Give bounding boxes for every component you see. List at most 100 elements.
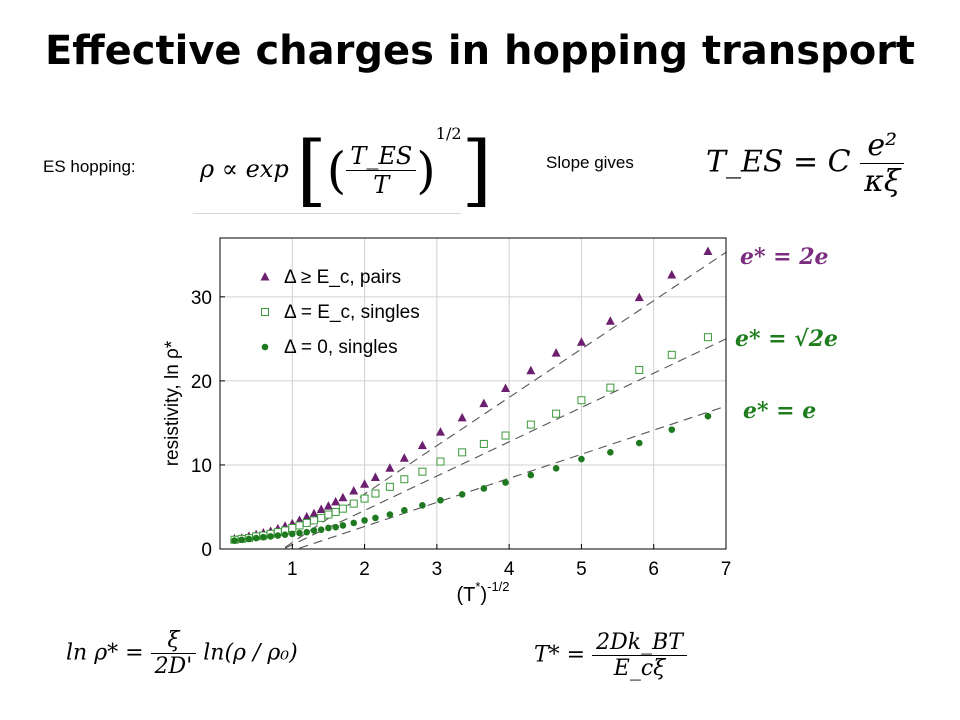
data-point-series-3: [317, 526, 325, 533]
data-point-series-2: [360, 494, 369, 503]
data-point-series-2: [295, 521, 304, 530]
data-point-series-2: [400, 475, 409, 484]
ln-rho-rhs: ln(ρ / ρ₀): [203, 640, 298, 666]
annotation-sqrt2: e* = √2e: [735, 326, 839, 352]
es-numerator: T_ES: [346, 142, 417, 171]
data-point-series-2: [349, 499, 358, 508]
data-point-series-3: [480, 485, 488, 492]
data-point-series-1: [323, 501, 333, 510]
legend-marker-1: [260, 272, 270, 281]
data-point-series-1: [349, 486, 359, 495]
x-tick-label: 3: [432, 559, 443, 580]
data-point-series-2: [385, 482, 394, 491]
es-exponent: 1/2: [435, 124, 462, 143]
page-title: Effective charges in hopping transport: [44, 28, 916, 74]
left-bracket: [: [296, 125, 327, 216]
data-point-series-3: [260, 533, 267, 541]
data-point-series-1: [576, 337, 586, 346]
data-point-series-3: [274, 532, 282, 539]
data-point-series-2: [526, 420, 535, 429]
data-point-series-2: [331, 508, 340, 517]
data-point-series-3: [361, 517, 368, 524]
es-formula-lhs: ρ ∝ exp: [200, 155, 289, 183]
left-paren: (: [326, 141, 347, 200]
data-point-series-2: [317, 513, 326, 522]
data-point-series-1: [605, 316, 615, 325]
fit-line-singles_zero: [299, 405, 727, 549]
data-point-series-1: [551, 348, 561, 357]
y-axis-label: resistivity, ln ρ*: [162, 340, 183, 466]
x-axis-exponent: -1/2: [487, 579, 509, 594]
y-tick-label: 10: [191, 456, 212, 477]
data-point-series-3: [296, 529, 303, 537]
data-point-series-2: [371, 489, 380, 498]
data-point-series-3: [281, 531, 289, 539]
data-point-series-2: [436, 457, 445, 466]
data-point-series-3: [310, 527, 318, 534]
x-tick-label: 4: [504, 559, 515, 580]
ln-rho-denominator: 2D': [154, 654, 193, 679]
tstar-lhs: T* =: [534, 642, 586, 668]
ln-rho-formula: ln ρ* = ξ 2D' ln(ρ / ρ₀): [66, 628, 298, 679]
annotation-single: e* = e: [743, 398, 817, 424]
data-point-series-3: [339, 522, 347, 529]
data-point-series-1: [526, 365, 536, 375]
legend-label-3: Δ = 0, singles: [284, 337, 398, 358]
data-point-series-2: [552, 409, 561, 418]
data-point-series-1: [316, 504, 326, 513]
data-point-series-2: [667, 350, 676, 359]
data-point-series-1: [417, 440, 427, 450]
data-point-series-3: [527, 471, 535, 479]
data-point-series-3: [458, 491, 466, 498]
axis-ticks: 1 2 3 4 5 6 7 0 10 20 30: [191, 288, 731, 580]
y-tick-label: 20: [191, 372, 212, 393]
ln-rho-numerator: ξ: [150, 628, 197, 654]
data-point-series-1: [360, 479, 370, 488]
plot-frame: [219, 237, 727, 550]
es-fraction: T_ES T: [346, 142, 417, 199]
data-point-series-2: [703, 333, 712, 342]
data-point-series-1: [457, 412, 467, 422]
data-point-series-2: [458, 448, 467, 457]
data-point-series-1: [634, 292, 644, 302]
data-point-series-3: [401, 507, 408, 514]
tstar-fraction: 2Dk_BT E_cξ: [592, 630, 687, 681]
data-point-series-2: [479, 439, 488, 448]
data-point-series-2: [288, 523, 297, 532]
data-point-series-1: [385, 463, 395, 472]
data-point-series-1: [370, 472, 380, 482]
data-point-series-3: [704, 412, 712, 420]
data-point-series-2: [418, 467, 427, 476]
x-tick-label: 5: [576, 559, 587, 580]
data-point-series-1: [302, 512, 312, 521]
tstar-formula: T* = 2Dk_BT E_cξ: [534, 630, 687, 681]
data-point-series-1: [338, 492, 348, 502]
x-tick-label: 6: [648, 559, 659, 580]
data-point-series-2: [501, 431, 510, 440]
data-point-series-1: [435, 427, 445, 436]
data-point-series-2: [309, 516, 318, 525]
data-point-series-1: [479, 398, 489, 408]
data-point-series-3: [635, 439, 643, 447]
legend-label-2: Δ = E_c, singles: [284, 302, 420, 323]
es-denominator: T: [373, 171, 390, 199]
data-point-series-3: [437, 496, 444, 504]
data-point-series-3: [502, 479, 509, 486]
data-point-series-3: [245, 535, 253, 543]
data-point-series-3: [419, 501, 426, 509]
data-point-series-3: [267, 533, 274, 540]
data-point-series-3: [325, 524, 332, 532]
fit-line-singles_open: [284, 338, 727, 549]
data-point-series-3: [231, 537, 238, 544]
data-point-series-3: [288, 530, 296, 538]
es-formula-box: [193, 118, 461, 214]
x-tick-label: 1: [287, 559, 298, 580]
tstar-numerator: 2Dk_BT: [592, 630, 687, 656]
data-point-series-1: [501, 383, 511, 392]
data-point-series-3: [252, 534, 260, 542]
legend-label-1: Δ ≥ E_c, pairs: [284, 267, 401, 288]
data-points: [229, 246, 713, 544]
data-point-series-3: [578, 455, 585, 463]
tes-formula: T_ES = C e² κξ: [706, 128, 905, 199]
